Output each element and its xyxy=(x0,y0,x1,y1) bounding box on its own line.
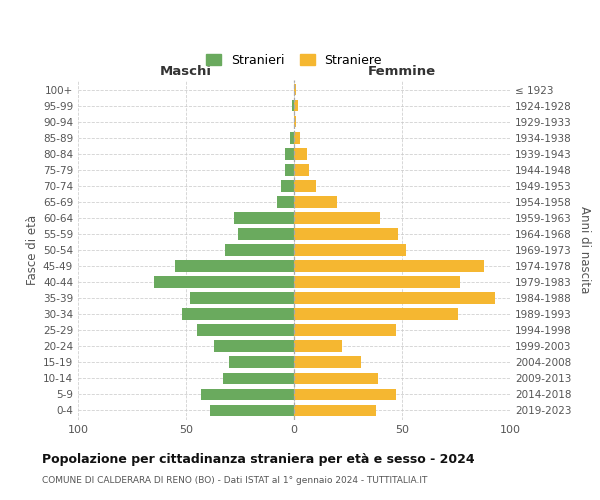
Text: COMUNE DI CALDERARA DI RENO (BO) - Dati ISTAT al 1° gennaio 2024 - TUTTITALIA.IT: COMUNE DI CALDERARA DI RENO (BO) - Dati … xyxy=(42,476,427,485)
Text: Popolazione per cittadinanza straniera per età e sesso - 2024: Popolazione per cittadinanza straniera p… xyxy=(42,452,475,466)
Bar xyxy=(225,244,294,256)
Bar xyxy=(238,228,294,239)
Bar xyxy=(214,340,294,352)
Bar xyxy=(294,404,376,416)
Bar xyxy=(229,356,294,368)
Bar xyxy=(294,84,296,96)
Bar xyxy=(294,228,398,239)
Bar xyxy=(294,276,460,288)
Bar xyxy=(223,372,294,384)
Bar xyxy=(294,180,316,192)
Bar xyxy=(286,164,294,175)
Bar xyxy=(294,212,380,224)
Bar xyxy=(294,164,309,175)
Bar xyxy=(294,388,395,400)
Bar xyxy=(277,196,294,207)
Bar xyxy=(201,388,294,400)
Bar xyxy=(182,308,294,320)
Y-axis label: Fasce di età: Fasce di età xyxy=(26,215,39,285)
Bar xyxy=(294,100,298,112)
Bar xyxy=(281,180,294,192)
Bar xyxy=(294,372,378,384)
Bar xyxy=(190,292,294,304)
Bar xyxy=(210,404,294,416)
Bar xyxy=(294,340,341,352)
Bar xyxy=(197,324,294,336)
Bar xyxy=(294,308,458,320)
Bar xyxy=(294,292,495,304)
Legend: Stranieri, Straniere: Stranieri, Straniere xyxy=(201,49,387,72)
Bar xyxy=(294,148,307,160)
Bar xyxy=(233,212,294,224)
Bar xyxy=(294,116,296,128)
Bar xyxy=(294,324,395,336)
Bar xyxy=(290,132,294,143)
Bar xyxy=(294,260,484,272)
Text: Femmine: Femmine xyxy=(368,66,436,78)
Bar xyxy=(154,276,294,288)
Bar xyxy=(175,260,294,272)
Bar xyxy=(286,148,294,160)
Bar xyxy=(294,244,406,256)
Text: Maschi: Maschi xyxy=(160,66,212,78)
Bar xyxy=(294,356,361,368)
Y-axis label: Anni di nascita: Anni di nascita xyxy=(578,206,591,294)
Bar xyxy=(294,132,301,143)
Bar xyxy=(292,100,294,112)
Bar xyxy=(294,196,337,207)
